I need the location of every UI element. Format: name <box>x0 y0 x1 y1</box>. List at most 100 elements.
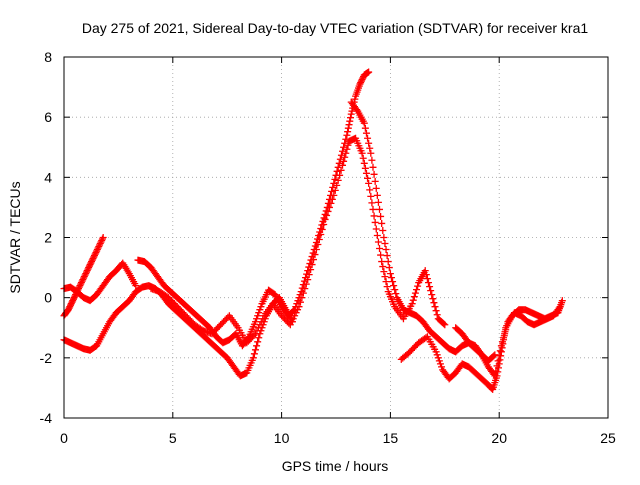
x-tick-label: 5 <box>169 430 177 446</box>
data-point-marker <box>433 351 441 359</box>
data-point-marker <box>87 259 95 267</box>
data-point-marker <box>359 154 367 162</box>
data-point-marker <box>428 291 436 299</box>
data-point-marker <box>299 289 307 297</box>
data-point-marker <box>80 274 88 282</box>
data-point-marker <box>96 240 104 248</box>
data-point-marker <box>434 354 442 362</box>
data-point-marker <box>373 191 381 199</box>
data-point-marker <box>438 363 446 371</box>
data-point-marker <box>288 318 296 326</box>
data-point-marker <box>311 251 319 259</box>
data-point-marker <box>302 280 310 288</box>
data-point-marker <box>440 320 448 328</box>
data-point-marker <box>494 357 502 365</box>
data-point-marker <box>68 298 76 306</box>
data-point-marker <box>380 268 388 276</box>
data-point-marker <box>257 318 265 326</box>
data-point-marker <box>378 258 386 266</box>
data-point-marker <box>256 321 264 329</box>
data-point-marker <box>501 330 509 338</box>
data-point-marker <box>496 347 504 355</box>
data-point-marker <box>328 187 336 195</box>
data-point-marker <box>366 186 374 194</box>
data-point-marker <box>360 119 368 127</box>
data-point-marker <box>493 362 501 370</box>
series-track-5 <box>147 134 449 347</box>
data-point-marker <box>357 77 365 85</box>
data-point-marker <box>317 224 325 232</box>
data-point-marker <box>392 290 400 298</box>
data-point-marker <box>331 175 339 183</box>
data-point-marker <box>69 295 77 303</box>
data-point-marker <box>255 334 263 342</box>
data-point-marker <box>80 273 88 281</box>
data-point-marker <box>381 273 389 281</box>
data-point-marker <box>98 237 106 245</box>
data-point-marker <box>427 287 435 295</box>
data-point-marker <box>369 205 377 213</box>
data-point-marker <box>430 299 438 307</box>
grid <box>64 57 608 418</box>
data-point-marker <box>328 195 336 203</box>
data-point-marker <box>99 234 107 241</box>
data-point-marker <box>83 267 91 275</box>
data-point-marker <box>361 164 369 172</box>
data-point-marker <box>336 171 344 179</box>
data-point-marker <box>344 141 352 149</box>
data-point-marker <box>86 261 94 269</box>
y-axis-label: SDTVAR / TECUs <box>7 181 23 293</box>
data-point-marker <box>345 121 353 129</box>
data-point-marker <box>490 370 498 378</box>
data-point-marker <box>389 278 397 286</box>
data-point-marker <box>382 246 390 254</box>
data-point-marker <box>357 79 365 87</box>
data-point-marker <box>289 315 297 323</box>
data-point-marker <box>365 68 373 76</box>
data-point-marker <box>365 179 373 187</box>
data-point-marker <box>250 350 258 358</box>
data-point-marker <box>88 256 96 264</box>
data-point-marker <box>361 124 369 132</box>
data-point-marker <box>77 279 85 287</box>
data-point-marker <box>436 360 444 368</box>
data-point-marker <box>330 191 338 199</box>
data-point-marker <box>488 385 496 393</box>
data-point-marker <box>429 295 437 303</box>
data-point-marker <box>334 176 342 184</box>
data-point-marker <box>254 338 262 346</box>
data-point-marker <box>422 271 430 279</box>
data-point-marker <box>69 297 77 305</box>
data-point-marker <box>317 230 325 238</box>
data-point-marker <box>424 279 432 287</box>
x-tick-label: 25 <box>600 430 616 446</box>
data-point-marker <box>98 235 106 243</box>
data-point-marker <box>294 306 302 314</box>
data-point-marker <box>314 241 322 249</box>
data-point-marker <box>292 309 300 317</box>
data-point-marker <box>503 322 511 330</box>
data-point-marker <box>432 348 440 356</box>
data-point-marker <box>257 303 265 311</box>
data-point-marker <box>84 265 92 273</box>
data-point-marker <box>132 282 140 290</box>
data-point-marker <box>365 139 373 147</box>
data-point-marker <box>370 170 378 178</box>
data-point-marker <box>318 225 326 233</box>
data-point-marker <box>67 301 75 309</box>
data-point-marker <box>433 311 441 319</box>
data-point-marker <box>362 169 370 177</box>
data-point-marker <box>347 114 355 122</box>
data-point-marker <box>362 129 370 137</box>
data-point-marker <box>65 304 73 312</box>
data-point-marker <box>556 303 564 311</box>
data-point-marker <box>343 145 351 153</box>
data-point-marker <box>296 298 304 306</box>
data-point-marker <box>96 241 104 249</box>
data-point-marker <box>66 303 74 311</box>
data-point-marker <box>491 372 499 380</box>
data-point-marker <box>333 167 341 175</box>
data-point-marker <box>85 264 93 272</box>
data-point-marker <box>497 342 505 350</box>
data-point-marker <box>251 330 259 338</box>
